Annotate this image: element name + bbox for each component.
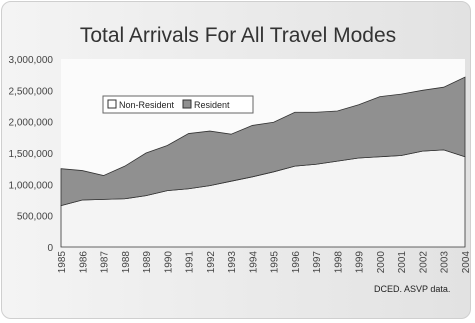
x-tick-label: 2004 bbox=[461, 251, 471, 274]
x-tick-label: 2003 bbox=[440, 251, 451, 274]
area-series-resident bbox=[60, 76, 466, 207]
y-tick-label: 1,500,000 bbox=[9, 149, 54, 160]
x-tick-label: 1991 bbox=[185, 251, 196, 274]
x-tick-label: 1985 bbox=[57, 251, 68, 274]
y-tick-label: 1,000,000 bbox=[9, 180, 54, 191]
x-tick-label: 1996 bbox=[291, 251, 302, 274]
x-tick-label: 1988 bbox=[121, 251, 132, 274]
x-tick-label: 1994 bbox=[248, 251, 259, 274]
x-tick-label: 1993 bbox=[227, 251, 238, 274]
x-tick-label: 1986 bbox=[78, 251, 89, 274]
y-axis-ticks: 0 500,000 1,000,000 1,500,000 2,000,000 2,500… bbox=[9, 55, 54, 254]
x-tick-label: 1997 bbox=[312, 251, 323, 274]
legend-label-non-resident: Non-Resident bbox=[119, 100, 175, 110]
y-tick-label: 500,000 bbox=[17, 212, 54, 223]
legend-label-resident: Resident bbox=[194, 100, 230, 110]
x-tick-label: 1990 bbox=[163, 251, 174, 274]
chart-frame: Total Arrivals For All Travel Modes 0 500… bbox=[1, 1, 471, 319]
legend-box bbox=[102, 95, 254, 114]
y-tick-label: 3,000,000 bbox=[9, 55, 54, 66]
chart-title: Total Arrivals For All Travel Modes bbox=[80, 24, 396, 47]
x-tick-label: 1999 bbox=[355, 251, 366, 274]
chart-svg: Total Arrivals For All Travel Modes 0 500… bbox=[9, 24, 471, 294]
x-tick-label: 1992 bbox=[206, 251, 217, 274]
source-note: DCED. ASVP data. bbox=[374, 284, 450, 294]
x-axis-ticks: 1985 1986 1987 1988 1989 1990 1991 1992 1993 1994… bbox=[57, 251, 471, 274]
y-tick-label: 2,000,000 bbox=[9, 118, 54, 129]
legend-swatch-resident bbox=[182, 99, 192, 109]
legend-swatch-non-resident bbox=[107, 99, 117, 109]
y-tick-label: 2,500,000 bbox=[9, 86, 54, 97]
x-tick-label: 1989 bbox=[142, 251, 153, 274]
x-tick-label: 2000 bbox=[376, 251, 387, 274]
x-tick-label: 1987 bbox=[100, 251, 111, 274]
legend: Non-Resident Resident bbox=[102, 95, 254, 114]
x-tick-label: 1998 bbox=[333, 251, 344, 274]
y-tick-label: 0 bbox=[47, 243, 53, 254]
x-tick-label: 2001 bbox=[397, 251, 408, 274]
x-tick-label: 1995 bbox=[270, 251, 281, 274]
area-series-group bbox=[60, 76, 466, 248]
x-tick-label: 2002 bbox=[418, 251, 429, 274]
